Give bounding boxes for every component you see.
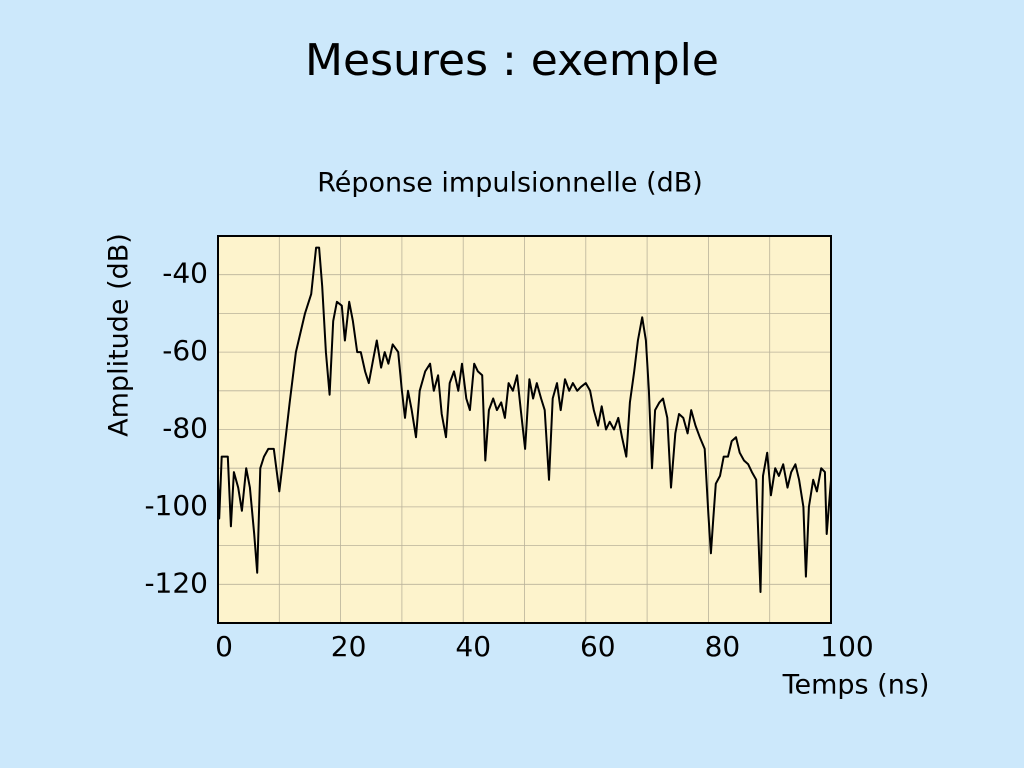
x-tick-label: 100 bbox=[820, 630, 873, 663]
x-tick-label: 80 bbox=[705, 630, 741, 663]
y-axis-label: Amplitude (dB) bbox=[104, 233, 135, 437]
plot-border bbox=[217, 235, 832, 624]
chart-title: Réponse impulsionnelle (dB) bbox=[317, 168, 703, 199]
x-tick-label: 40 bbox=[455, 630, 491, 663]
x-tick-label: 20 bbox=[331, 630, 367, 663]
y-tick-label: -40 bbox=[162, 257, 208, 290]
x-axis-label: Temps (ns) bbox=[782, 670, 930, 701]
y-tick-label: -60 bbox=[162, 334, 208, 367]
y-tick-label: -100 bbox=[144, 489, 208, 522]
y-tick-label: -120 bbox=[144, 566, 208, 599]
slide-title: Mesures : exemple bbox=[305, 35, 719, 86]
x-tick-label: 60 bbox=[580, 630, 616, 663]
data-line bbox=[217, 246, 832, 593]
y-tick-label: -80 bbox=[162, 412, 208, 445]
x-tick-label: 0 bbox=[215, 630, 233, 663]
